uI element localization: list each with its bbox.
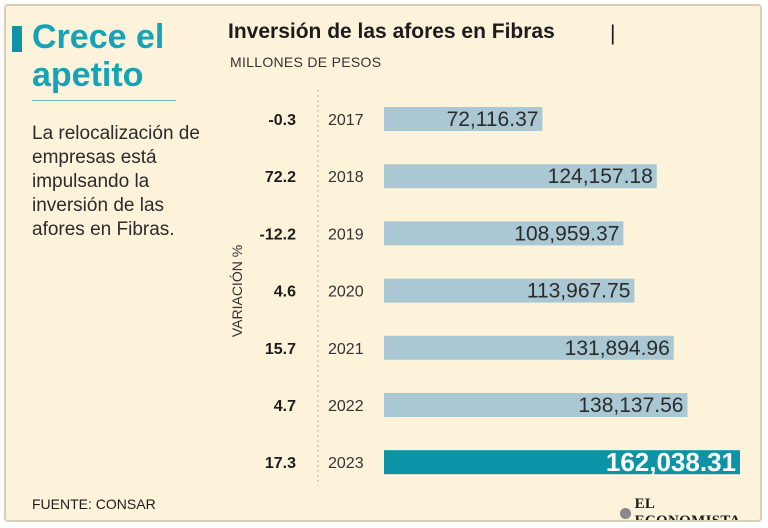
year-tick-label: 2021 [328,341,364,358]
title-separator: | [610,22,616,45]
bar-value-label: 131,894.96 [565,337,670,360]
bar-value-label: 108,959.37 [514,222,619,245]
bar [384,107,543,131]
bar-value-label: 72,116.37 [447,108,539,131]
bar [384,278,635,303]
variation-label: 15.7 [265,341,296,358]
chart-title: Inversión de las afores en Fibras [228,20,555,43]
bar-highlight [384,450,740,475]
headline-divider [32,100,176,101]
brand-logo: EL ECONOMISTA [620,496,760,522]
bar-value-label: 113,967.75 [527,280,631,303]
variation-axis-label: VARIACIÓN % [229,245,245,337]
bar-value-label: 124,157.18 [548,165,653,188]
year-tick-label: 2019 [328,226,364,243]
bar [384,164,657,189]
deck-text: La relocalización de empresas está impul… [32,123,200,240]
year-tick-label: 2023 [328,455,364,472]
year-tick-label: 2018 [328,169,364,186]
headline-line-2: apetito [32,56,144,94]
variation-label: -12.2 [260,226,297,243]
source-note: FUENTE: CONSAR [32,496,156,512]
brand-icon [620,507,631,519]
bar [384,393,688,417]
year-tick-label: 2022 [328,398,364,415]
bar-value-label: 162,038.31 [606,447,736,477]
variation-label: 17.3 [265,455,296,472]
variation-label: 4.6 [274,284,296,301]
chart-subtitle: MILLONES DE PESOS [230,54,382,70]
brand-name: EL ECONOMISTA [634,496,741,522]
bar-value-label: 138,137.56 [578,394,683,417]
bar-chart: VARIACIÓN % -0.3 2017 72,116.37 72.2 2018 124,… [229,90,740,486]
infographic-card: Crece el apetito La relocalización de em… [4,4,762,522]
variation-label: 72.2 [265,169,296,186]
accent-bar [12,26,22,52]
bar [384,335,674,360]
variation-label: -0.3 [268,112,296,129]
bar [384,221,624,246]
variation-label: 4.7 [274,398,296,415]
headline-line-1: Crece el [32,18,165,56]
year-tick-label: 2020 [328,284,364,301]
headline: Crece el apetito [32,18,164,94]
year-tick-label: 2017 [328,112,364,129]
